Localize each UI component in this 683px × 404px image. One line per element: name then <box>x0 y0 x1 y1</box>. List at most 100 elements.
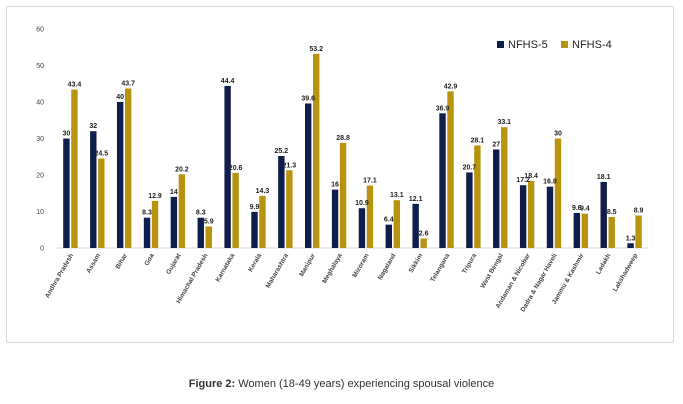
data-label-nfhs4: 24.5 <box>94 151 108 158</box>
data-label-nfhs4: 21.3 <box>283 162 297 169</box>
data-label-nfhs5: 1.3 <box>626 235 636 242</box>
category-label: Maharashtra <box>265 252 291 289</box>
category-label: Telangana <box>429 252 451 283</box>
data-label-nfhs4: 42.9 <box>444 83 458 90</box>
data-label-nfhs5: 40 <box>116 94 124 101</box>
bar-nfhs5 <box>412 203 419 248</box>
caption-text: Women (18-49 years) experiencing spousal… <box>235 378 495 390</box>
data-label-nfhs5: 17.2 <box>516 177 530 184</box>
category-label: Andhra Pradesh <box>44 252 75 299</box>
y-tick-label: 20 <box>36 173 44 180</box>
bar-nfhs5 <box>600 181 607 248</box>
y-tick-label: 60 <box>36 27 44 34</box>
data-label-nfhs4: 28.1 <box>471 137 485 144</box>
category-label: West Bengal <box>479 252 505 289</box>
bar-nfhs5 <box>251 211 258 248</box>
category-label: Meghalaya <box>321 252 344 285</box>
y-tick-label: 10 <box>36 209 44 216</box>
bar-nfhs5 <box>143 217 151 248</box>
data-label-nfhs5: 44.4 <box>221 78 235 85</box>
category-label: Lakshadweep <box>612 252 639 292</box>
bar-nfhs5 <box>627 243 634 248</box>
data-label-nfhs4: 12.9 <box>148 193 162 200</box>
data-label-nfhs5: 6.4 <box>384 217 394 224</box>
category-label: Manipur <box>298 252 317 278</box>
bar-nfhs5 <box>493 149 500 248</box>
bar-nfhs4 <box>205 226 212 248</box>
bar-nfhs4 <box>447 91 454 248</box>
category-label: Tripura <box>461 252 478 275</box>
data-label-nfhs5: 20.7 <box>463 164 477 171</box>
bar-nfhs4 <box>474 145 481 248</box>
data-label-nfhs5: 30 <box>63 131 71 138</box>
x-axis-categories: Andhra Pradesh Assam Bihar Goa GujaratHimach… <box>44 252 639 313</box>
category-label: Karnataka <box>215 252 237 283</box>
data-label-nfhs5: 10.9 <box>355 200 369 207</box>
data-label-nfhs5: 8.3 <box>142 210 152 217</box>
category-label: Bihar <box>115 252 130 270</box>
bar-nfhs4 <box>178 174 186 248</box>
bar-nfhs4 <box>420 238 427 248</box>
data-label-nfhs5: 14 <box>170 189 178 196</box>
bar-nfhs5 <box>519 185 527 248</box>
category-label: Himachal Pradesh <box>175 252 209 304</box>
data-label-nfhs4: 9.4 <box>580 206 590 213</box>
category-label: Kerala <box>247 252 263 273</box>
bar-nfhs4 <box>501 127 508 248</box>
data-label-nfhs4: 53.2 <box>309 46 323 53</box>
bar-nfhs5 <box>90 131 97 248</box>
data-label-nfhs4: 14.3 <box>256 188 270 195</box>
bar-nfhs4 <box>151 200 159 248</box>
y-tick-label: 50 <box>36 63 44 70</box>
bar-nfhs5 <box>116 102 124 248</box>
bar-nfhs5 <box>224 85 231 248</box>
data-label-nfhs4: 20.6 <box>229 165 243 172</box>
category-label: Gujarat <box>165 252 183 276</box>
bar-nfhs5 <box>439 113 446 248</box>
bar-nfhs4 <box>393 200 400 248</box>
bar-nfhs5 <box>358 208 366 248</box>
bar-nfhs4 <box>635 215 642 248</box>
data-label-nfhs4: 28.8 <box>336 135 350 142</box>
bar-nfhs5 <box>197 217 204 248</box>
bar-nfhs5 <box>385 224 392 248</box>
data-label-nfhs4: 5.9 <box>204 218 214 225</box>
data-label-nfhs5: 16.8 <box>543 179 557 186</box>
bar-nfhs4 <box>232 172 239 248</box>
bar-nfhs4 <box>554 138 562 248</box>
data-label-nfhs5: 18.1 <box>597 174 611 181</box>
data-label-nfhs4: 17.1 <box>363 178 377 185</box>
bar-nfhs5 <box>573 212 581 248</box>
bar-nfhs4 <box>124 88 132 249</box>
bar-nfhs4 <box>608 216 615 248</box>
data-label-nfhs4: 43.4 <box>68 82 82 89</box>
data-label-nfhs5: 12.1 <box>409 196 423 203</box>
bar-nfhs5 <box>546 186 554 248</box>
bar-nfhs5 <box>305 103 312 249</box>
bar-nfhs4 <box>581 213 589 248</box>
data-label-nfhs5: 16 <box>331 182 339 189</box>
data-label-nfhs5: 25.2 <box>275 148 289 155</box>
data-label-nfhs4: 2.6 <box>419 231 429 238</box>
bar-nfhs4 <box>286 170 293 248</box>
data-label-nfhs4: 8.5 <box>607 209 617 216</box>
caption-label: Figure 2: <box>188 378 236 390</box>
category-label: Mizoram <box>351 252 370 279</box>
bar-nfhs5 <box>170 196 178 248</box>
bar-nfhs4 <box>98 158 105 248</box>
data-label-nfhs5: 36.9 <box>436 105 450 112</box>
bar-nfhs5 <box>278 156 285 248</box>
y-tick-label: 30 <box>36 136 44 143</box>
data-label-nfhs5: 27 <box>492 141 500 148</box>
data-label-nfhs5: 32 <box>89 123 97 130</box>
category-label: Goa <box>143 252 156 267</box>
data-label-nfhs4: 43.7 <box>121 80 135 87</box>
y-tick-label: 40 <box>36 100 44 107</box>
bar-nfhs4 <box>527 180 535 248</box>
y-tick-label: 0 <box>40 246 44 253</box>
legend-swatch-nfhs5 <box>497 41 504 48</box>
data-labels: 3043.43224.54043.78.312.91420.28.35.944.… <box>63 46 644 242</box>
bar-nfhs5 <box>466 172 473 248</box>
legend-swatch-nfhs4 <box>561 41 568 48</box>
